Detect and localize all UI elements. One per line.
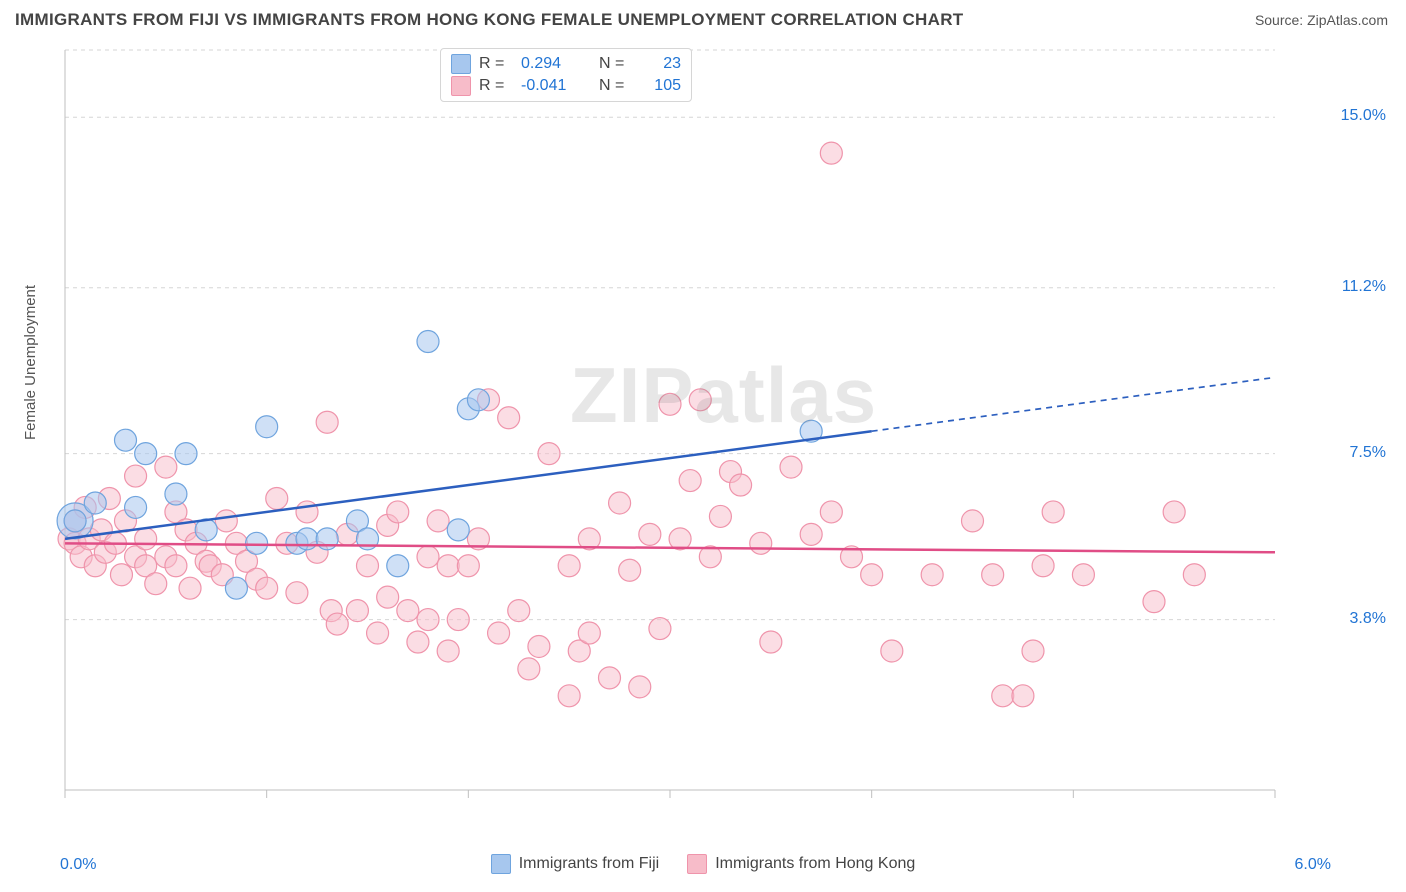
- source-attribution: Source: ZipAtlas.com: [1255, 12, 1388, 28]
- chart-title: IMMIGRANTS FROM FIJI VS IMMIGRANTS FROM …: [15, 10, 963, 30]
- y-tick-label: 3.8%: [1350, 610, 1386, 628]
- y-axis-label: Female Unemployment: [22, 285, 39, 440]
- r-value-hongkong: -0.041: [521, 77, 591, 95]
- r-label: R =: [479, 77, 513, 95]
- legend-item-fiji: Immigrants from Fiji: [491, 854, 659, 874]
- swatch-fiji: [451, 54, 471, 74]
- y-tick-label: 15.0%: [1341, 107, 1386, 125]
- n-label: N =: [599, 77, 633, 95]
- stats-row-hongkong: R = -0.041 N = 105: [451, 75, 681, 97]
- swatch-hongkong: [451, 76, 471, 96]
- scatter-plot-svg: [55, 40, 1335, 830]
- legend-label-hongkong: Immigrants from Hong Kong: [715, 855, 915, 873]
- n-value-fiji: 23: [641, 55, 681, 73]
- r-value-fiji: 0.294: [521, 55, 591, 73]
- n-label: N =: [599, 55, 633, 73]
- legend-swatch-hongkong: [687, 854, 707, 874]
- y-tick-label: 11.2%: [1342, 278, 1386, 296]
- legend-swatch-fiji: [491, 854, 511, 874]
- legend-label-fiji: Immigrants from Fiji: [519, 855, 659, 873]
- series-legend: Immigrants from Fiji Immigrants from Hon…: [0, 854, 1406, 874]
- correlation-stats-box: R = 0.294 N = 23 R = -0.041 N = 105: [440, 48, 692, 102]
- source-label: Source:: [1255, 12, 1303, 28]
- source-name: ZipAtlas.com: [1307, 12, 1388, 28]
- legend-item-hongkong: Immigrants from Hong Kong: [687, 854, 915, 874]
- y-tick-label: 7.5%: [1350, 444, 1386, 462]
- n-value-hongkong: 105: [641, 77, 681, 95]
- stats-row-fiji: R = 0.294 N = 23: [451, 53, 681, 75]
- r-label: R =: [479, 55, 513, 73]
- chart-area: [55, 40, 1335, 830]
